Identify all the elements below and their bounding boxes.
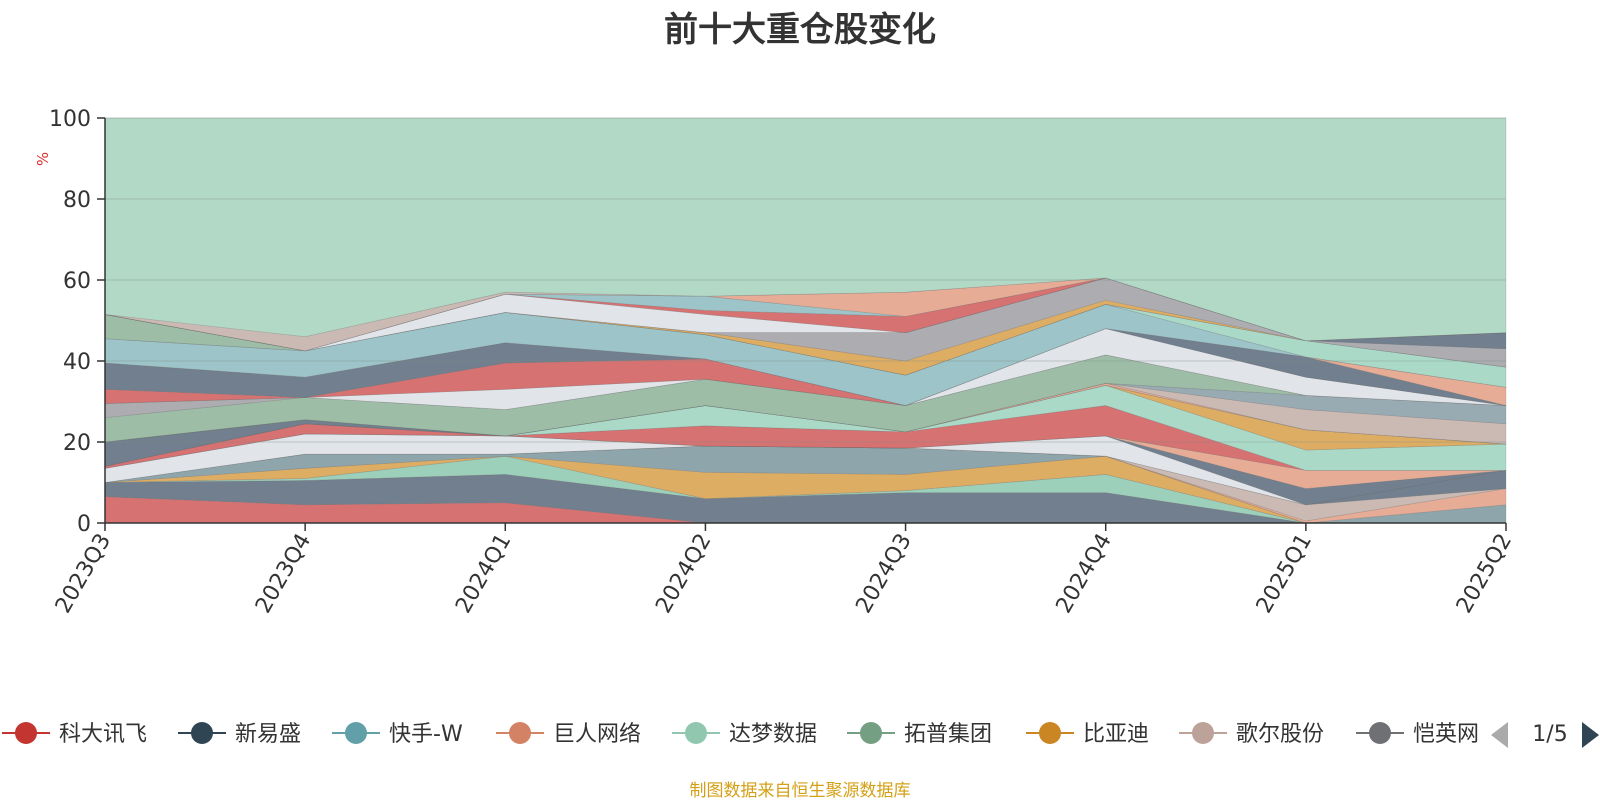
- y-tick-label-2: 40: [63, 350, 91, 375]
- area-layers: [104, 117, 1507, 524]
- legend-label-2: 快手-W: [389, 722, 463, 747]
- area-band-17: [104, 382, 1507, 443]
- legend-item-3[interactable]: 巨人网络: [496, 722, 641, 747]
- x-tick-label-7: 2025Q2: [1452, 530, 1517, 618]
- y-tick-label-5: 100: [49, 107, 91, 132]
- legend-item-2[interactable]: 快手-W: [332, 722, 463, 747]
- y-tick-label-0: 0: [77, 512, 91, 537]
- legend-swatch-dot-4: [685, 722, 707, 744]
- grid-lines: [105, 117, 1506, 443]
- legend-label-1: 新易盛: [235, 722, 301, 747]
- legend-label-6: 比亚迪: [1083, 722, 1149, 747]
- legend-next-page-icon[interactable]: [1582, 722, 1599, 748]
- legend-swatch-dot-2: [345, 722, 367, 744]
- legend-item-1[interactable]: 新易盛: [178, 722, 301, 747]
- x-tick-label-4: 2024Q3: [851, 530, 916, 618]
- legend-swatch-dot-6: [1039, 722, 1061, 744]
- legend-item-7[interactable]: 歌尔股份: [1179, 722, 1324, 747]
- legend-item-8[interactable]: 恺英网: [1356, 722, 1479, 747]
- y-tick-label-3: 60: [63, 269, 91, 294]
- legend-swatch-dot-5: [860, 722, 882, 744]
- legend-label-7: 歌尔股份: [1236, 722, 1324, 747]
- y-axis-label: %: [34, 152, 52, 166]
- legend-label-5: 拓普集团: [904, 722, 992, 747]
- legend-item-6[interactable]: 比亚迪: [1026, 722, 1149, 747]
- legend-label-4: 达梦数据: [729, 722, 817, 747]
- legend-swatch-dot-8: [1369, 722, 1391, 744]
- legend-swatch-dot-3: [509, 722, 531, 744]
- data-source-note: 制图数据来自恒生聚源数据库: [689, 781, 911, 801]
- y-tick-label-4: 80: [63, 188, 91, 213]
- area-band-12: [104, 384, 1507, 471]
- x-tick-label-2: 2024Q1: [451, 530, 516, 618]
- area-band-16: [104, 382, 1507, 445]
- area-band-35: [104, 117, 1507, 342]
- legend-prev-page-icon[interactable]: [1491, 722, 1508, 748]
- legend-swatch-dot-0: [15, 722, 37, 744]
- x-tick-label-1: 2023Q4: [251, 530, 316, 618]
- legend-item-4[interactable]: 达梦数据: [672, 722, 817, 747]
- x-tick-label-6: 2025Q1: [1252, 530, 1317, 618]
- chart-title: 前十大重仓股变化: [664, 10, 936, 50]
- y-tick-label-1: 20: [63, 431, 91, 456]
- legend-item-5[interactable]: 拓普集团: [847, 722, 992, 747]
- x-tick-label-3: 2024Q2: [651, 530, 716, 618]
- legend-swatch-dot-7: [1192, 722, 1214, 744]
- legend-swatch-dot-1: [191, 722, 213, 744]
- x-tick-label-5: 2024Q4: [1052, 530, 1117, 618]
- legend-item-0[interactable]: 科大讯飞: [2, 722, 147, 747]
- x-tick-label-0: 2023Q3: [51, 530, 116, 618]
- legend: 科大讯飞 新易盛 快手-W 巨人网络 达梦数据 拓普集团 比亚迪 歌尔股份 恺英网 1/5: [2, 722, 1599, 748]
- legend-page-indicator: 1/5: [1532, 722, 1567, 747]
- legend-label-0: 科大讯飞: [59, 722, 147, 747]
- area-band-2: [104, 455, 1506, 524]
- legend-label-3: 巨人网络: [553, 722, 641, 747]
- legend-label-8: 恺英网: [1413, 722, 1479, 747]
